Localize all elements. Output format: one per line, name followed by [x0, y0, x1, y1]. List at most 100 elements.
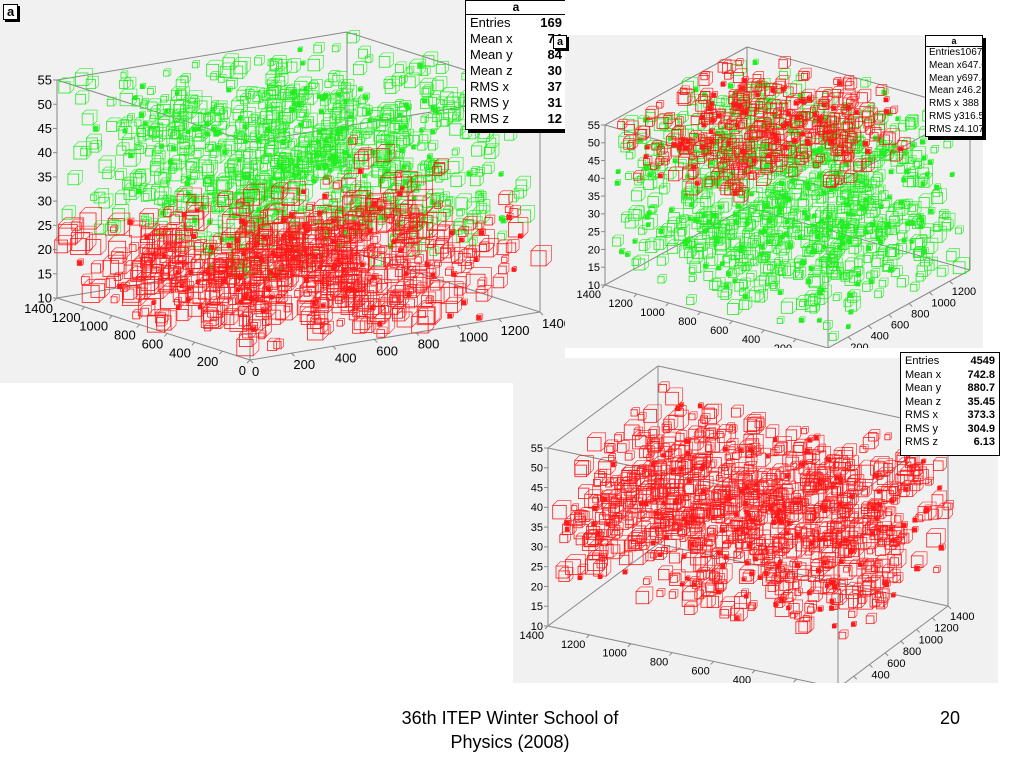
data-box — [123, 182, 141, 200]
data-box — [828, 330, 839, 342]
stats-value: 4.107 — [959, 123, 983, 135]
data-box — [870, 193, 882, 205]
data-box — [898, 529, 913, 544]
data-box — [708, 459, 718, 468]
data-box — [626, 469, 640, 483]
data-box — [294, 90, 307, 103]
data-box — [918, 213, 924, 219]
data-box — [267, 95, 281, 109]
data-box — [779, 68, 791, 80]
data-box — [800, 475, 812, 487]
data-box — [448, 229, 456, 236]
data-box — [157, 115, 174, 132]
x-tick-label: 1200 — [52, 310, 81, 325]
data-box — [749, 122, 766, 139]
data-box — [702, 221, 719, 239]
data-box — [715, 530, 733, 549]
data-box — [803, 117, 816, 130]
y-tick-label: 1000 — [919, 634, 943, 646]
data-box — [865, 244, 873, 251]
data-box — [731, 60, 747, 76]
data-box — [817, 443, 827, 453]
data-box — [883, 107, 891, 115]
data-box — [755, 91, 761, 97]
data-box — [909, 281, 920, 292]
data-box — [257, 120, 273, 136]
data-box — [357, 167, 365, 174]
stats-key: Mean y — [929, 72, 962, 84]
data-box — [212, 283, 222, 293]
stats-key: Mean z — [905, 395, 942, 408]
stats-row: Mean x74 — [470, 31, 562, 47]
data-box — [798, 316, 806, 323]
stats-value: 1067 — [960, 47, 983, 58]
data-box — [292, 101, 298, 107]
stats-row: Entries 1067 — [929, 47, 983, 60]
data-box — [258, 223, 285, 250]
data-box — [296, 295, 317, 316]
data-box — [788, 163, 802, 177]
stats-value: 35.45 — [967, 395, 995, 408]
data-box — [780, 470, 792, 482]
data-box — [694, 179, 701, 186]
data-box — [255, 297, 270, 312]
stats-value: 697.4 — [961, 72, 982, 84]
data-box — [358, 86, 364, 92]
data-box — [847, 290, 856, 299]
data-box — [517, 232, 524, 239]
data-box — [316, 222, 333, 239]
x-tick-label: 1400 — [520, 630, 544, 642]
data-box — [652, 455, 672, 475]
data-box — [806, 94, 814, 102]
data-box — [762, 118, 772, 129]
data-box — [338, 131, 348, 140]
data-box — [226, 241, 234, 249]
data-box — [587, 432, 607, 452]
data-box — [484, 214, 496, 226]
data-box — [174, 90, 180, 96]
data-box — [915, 235, 928, 248]
data-box — [695, 208, 712, 224]
stats-row: RMS x 373.3 — [905, 409, 995, 423]
stats-key: RMS x — [905, 409, 938, 421]
data-box — [883, 580, 891, 588]
data-box — [775, 214, 785, 224]
data-box — [352, 144, 369, 162]
data-box — [785, 529, 791, 536]
data-box — [160, 93, 169, 103]
data-box — [322, 191, 336, 205]
data-box — [708, 160, 714, 166]
data-box — [682, 580, 703, 601]
data-box — [369, 246, 391, 268]
data-box — [920, 180, 927, 187]
data-box — [305, 201, 315, 211]
data-box — [684, 237, 695, 248]
data-box — [761, 252, 770, 262]
plot-2-canvas-tag[interactable]: a — [553, 35, 568, 49]
data-box — [338, 79, 348, 89]
data-box — [749, 191, 755, 197]
data-box — [716, 95, 728, 106]
data-box — [362, 92, 370, 101]
data-box — [631, 187, 646, 202]
data-box — [638, 239, 651, 251]
data-box — [858, 594, 868, 604]
data-box — [226, 86, 233, 93]
data-box — [809, 272, 825, 289]
axis-edge — [657, 365, 949, 429]
plot-1-canvas-tag[interactable]: a — [3, 4, 19, 20]
data-box — [895, 115, 901, 122]
data-box — [415, 281, 428, 294]
data-box — [617, 440, 630, 453]
data-box — [722, 478, 736, 492]
data-box — [299, 301, 321, 322]
z-tick-label: 50 — [588, 138, 600, 150]
data-box — [276, 58, 292, 75]
data-box — [725, 422, 736, 432]
data-box — [373, 126, 389, 142]
data-box — [656, 253, 669, 266]
data-box — [577, 563, 589, 575]
data-box — [698, 71, 713, 86]
data-box — [70, 232, 93, 255]
